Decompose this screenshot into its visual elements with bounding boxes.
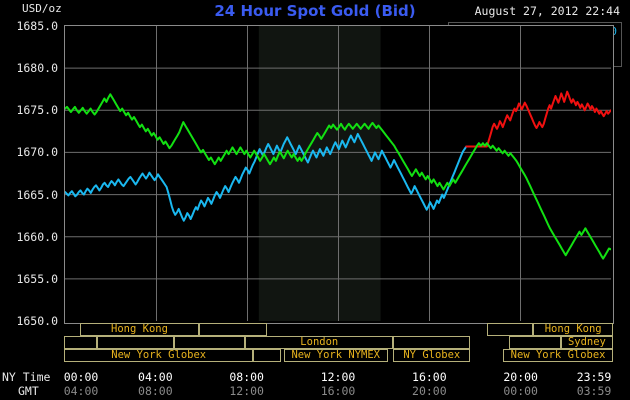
price-series-line bbox=[65, 132, 468, 222]
session-bar bbox=[96, 336, 174, 349]
session-bar bbox=[393, 336, 471, 349]
x-axis-tick-label-gmt: 12:00 bbox=[229, 384, 264, 398]
price-series-line bbox=[465, 90, 611, 148]
chart-plot-area bbox=[64, 25, 614, 324]
ny-time-axis-label: NY Time bbox=[2, 370, 51, 384]
session-bar bbox=[64, 336, 97, 349]
x-axis-tick-label-gmt: 16:00 bbox=[320, 384, 356, 398]
session-bar bbox=[253, 349, 281, 362]
timestamp-label: August 27, 2012 22:44 bbox=[474, 4, 620, 18]
x-axis-tick-label-ny: 20:00 bbox=[503, 370, 538, 384]
shaded-session-region bbox=[258, 26, 381, 321]
gmt-axis-label: GMT bbox=[18, 384, 39, 398]
x-axis-tick-label-gmt: 00:00 bbox=[503, 384, 538, 398]
session-row: New York Globex New York NYMEX NY Globex Ne… bbox=[64, 349, 613, 362]
session-bar-labeled: New York Globex bbox=[64, 349, 254, 362]
x-axis-tick-label-gmt: 04:00 bbox=[63, 384, 99, 398]
market-session-bars: Hong Kong Hong Kong London Sydney New York G… bbox=[64, 323, 613, 363]
session-bar bbox=[173, 336, 246, 349]
price-lines-svg bbox=[65, 26, 611, 321]
session-row: London Sydney bbox=[64, 336, 613, 349]
session-bar-labeled: New York Globex bbox=[503, 349, 613, 362]
x-axis-tick-label-gmt: 03:59 bbox=[576, 384, 612, 398]
y-axis-tick-label: 1665.0 bbox=[16, 187, 58, 202]
x-axis-tick-label-ny: 23:59 bbox=[576, 370, 612, 384]
y-axis-tick-label: 1680.0 bbox=[16, 61, 58, 76]
session-row: Hong Kong Hong Kong bbox=[64, 323, 613, 336]
x-axis-tick-label-ny: 12:00 bbox=[320, 370, 356, 384]
session-bar-labeled: Hong Kong bbox=[80, 323, 199, 336]
x-axis-tick-label-gmt: 08:00 bbox=[138, 384, 173, 398]
session-bar-labeled: New York NYMEX bbox=[283, 349, 388, 362]
y-axis-tick-label: 1685.0 bbox=[16, 19, 58, 33]
y-axis-tick-label: 1655.0 bbox=[16, 271, 58, 286]
x-axis-tick-label-ny: 00:00 bbox=[63, 370, 99, 384]
price-series-line bbox=[65, 93, 611, 260]
session-bar bbox=[486, 323, 534, 336]
session-bar-labeled: Sydney bbox=[560, 336, 613, 349]
session-bar-labeled: London bbox=[245, 336, 394, 349]
y-axis-tick-label: 1660.0 bbox=[16, 229, 58, 244]
chart-title: 24 Hour Spot Gold (Bid) bbox=[214, 2, 416, 20]
session-bar bbox=[508, 336, 561, 349]
y-axis-tick-label: 1670.0 bbox=[16, 145, 58, 160]
y-axis-tick-label: 1650.0 bbox=[16, 314, 58, 328]
session-bar-labeled: Hong Kong bbox=[533, 323, 613, 336]
session-bar bbox=[198, 323, 268, 336]
x-axis-tick-label-ny: 08:00 bbox=[229, 370, 264, 384]
y-axis-unit-label: USD/oz bbox=[22, 2, 62, 15]
y-axis-tick-label: 1675.0 bbox=[16, 103, 58, 118]
session-bar-labeled: NY Globex bbox=[393, 349, 471, 362]
x-axis-tick-label-ny: 16:00 bbox=[412, 370, 447, 384]
x-axis-tick-label-ny: 04:00 bbox=[138, 370, 173, 384]
x-axis-tick-label-gmt: 20:00 bbox=[412, 384, 447, 398]
